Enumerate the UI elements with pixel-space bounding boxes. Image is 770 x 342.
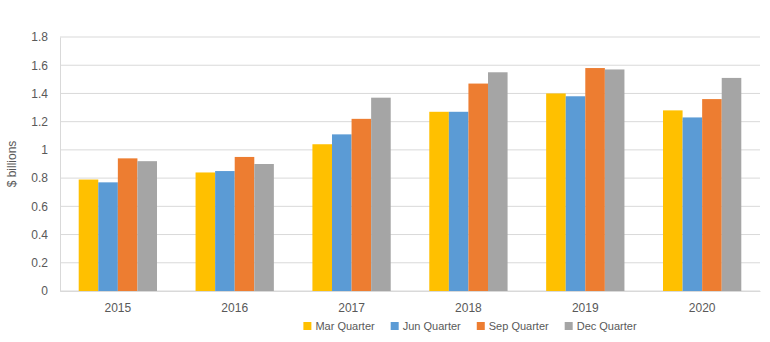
- x-tick-label: 2016: [221, 301, 248, 315]
- x-tick: 2018: [455, 291, 482, 315]
- legend-label: Dec Quarter: [577, 320, 637, 332]
- bar: [683, 117, 703, 291]
- y-tick: 0.2: [31, 256, 60, 270]
- y-tick-label: 1: [41, 143, 48, 157]
- bar: [196, 172, 216, 291]
- y-tick: 0.6: [31, 200, 60, 214]
- y-tick: 1.8: [31, 30, 60, 44]
- bars: [79, 68, 742, 291]
- x-tick: 2015: [104, 291, 131, 315]
- y-tick-label: 0.4: [31, 228, 48, 242]
- y-tick: 0.8: [31, 171, 60, 185]
- plot: 00.20.40.60.811.21.41.61.820152016201720…: [31, 30, 760, 314]
- grid-line: [60, 291, 760, 292]
- bar: [566, 96, 586, 291]
- x-axis: 2015 2016 2017 2018 2019 2020: [61, 291, 761, 315]
- legend-swatch: [303, 322, 311, 330]
- bar: [352, 119, 372, 291]
- x-tick-label: 2019: [572, 301, 599, 315]
- y-tick-label: 0: [41, 284, 48, 298]
- grid-line: [60, 121, 760, 122]
- y-axis-title: $ billions: [5, 141, 19, 188]
- legend-swatch: [477, 322, 485, 330]
- bar: [235, 157, 255, 291]
- legend-label: Mar Quarter: [315, 320, 375, 332]
- y-tick: 0.4: [31, 228, 60, 242]
- grid-line: [60, 149, 760, 150]
- grid-line: [60, 37, 760, 38]
- y-tick-label: 0.2: [31, 256, 48, 270]
- y-tick: 1.2: [31, 115, 60, 129]
- bar: [546, 93, 566, 291]
- bar: [468, 84, 488, 291]
- y-tick: 1.6: [31, 59, 60, 73]
- grid: [60, 37, 760, 291]
- legend-label: Jun Quarter: [403, 320, 461, 332]
- bar: [98, 182, 118, 291]
- bar: [429, 112, 449, 291]
- bar: [663, 110, 683, 291]
- bar: [585, 68, 605, 291]
- y-tick-label: 0.6: [31, 200, 48, 214]
- y-tick: 0: [41, 284, 60, 298]
- bar: [605, 69, 625, 291]
- bar: [215, 171, 235, 291]
- y-tick-label: 1.4: [31, 87, 48, 101]
- y-tick: 1: [41, 143, 60, 157]
- bar: [722, 78, 742, 291]
- x-tick-label: 2020: [689, 301, 716, 315]
- bar: [79, 180, 99, 291]
- bar: [118, 158, 138, 291]
- grid-line: [60, 234, 760, 235]
- bar: [254, 164, 274, 291]
- bar-series: [137, 69, 741, 291]
- y-tick: 1.4: [31, 87, 60, 101]
- y-axis-line: [60, 38, 61, 292]
- y-tick-label: 1.2: [31, 115, 48, 129]
- legend-item: Sep Quarter: [477, 320, 549, 332]
- bar: [488, 72, 508, 291]
- bar-series: [118, 68, 722, 291]
- x-tick-label: 2018: [455, 301, 482, 315]
- y-tick-label: 1.6: [31, 59, 48, 73]
- y-tick-label: 0.8: [31, 171, 48, 185]
- bar: [449, 112, 469, 291]
- legend: Mar Quarter Jun Quarter Sep Quarter Dec Qua…: [303, 320, 637, 332]
- grid-line: [60, 178, 760, 179]
- grid-line: [60, 93, 760, 94]
- bar: [702, 99, 722, 291]
- x-tick-label: 2017: [338, 301, 365, 315]
- bar: [332, 134, 352, 291]
- x-tick: 2020: [689, 291, 716, 315]
- grid-line: [60, 65, 760, 66]
- x-tick: 2019: [572, 291, 599, 315]
- bar: [371, 98, 391, 291]
- bar: [312, 144, 332, 291]
- grid-line: [60, 262, 760, 263]
- legend-swatch: [565, 322, 573, 330]
- legend-item: Dec Quarter: [565, 320, 637, 332]
- x-axis-line: [61, 291, 761, 292]
- legend-item: Jun Quarter: [391, 320, 461, 332]
- x-tick-label: 2015: [104, 301, 131, 315]
- bar: [137, 161, 157, 291]
- legend-swatch: [391, 322, 399, 330]
- chart: 00.20.40.60.811.21.41.61.820152016201720…: [0, 0, 770, 342]
- x-tick: 2017: [338, 291, 365, 315]
- legend-item: Mar Quarter: [303, 320, 375, 332]
- grid-line: [60, 206, 760, 207]
- y-tick-label: 1.8: [31, 30, 48, 44]
- x-tick: 2016: [221, 291, 248, 315]
- y-axis: 0 0.2 0.4 0.6 0.8 1 1.2 1.4 1.6 1.8: [31, 30, 60, 298]
- legend-label: Sep Quarter: [489, 320, 549, 332]
